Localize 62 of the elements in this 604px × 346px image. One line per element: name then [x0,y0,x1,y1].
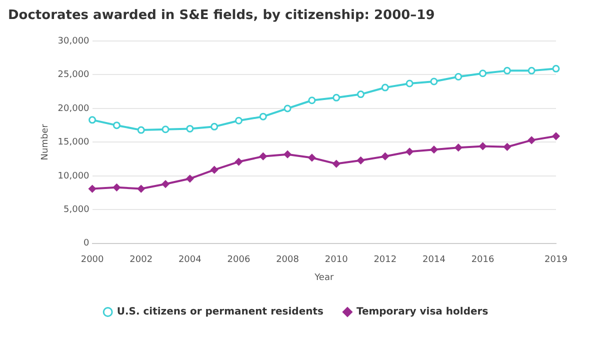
point [186,124,194,132]
point [406,80,414,88]
point [234,158,242,166]
x-tick-label: 2006 [227,255,250,266]
point [357,156,365,164]
x-tick-label: 2012 [374,255,397,266]
point [528,66,536,74]
y-tick-label: 30,000 [58,36,90,46]
point [308,154,316,162]
x-tick-label: 2016 [471,255,495,266]
point [332,94,340,102]
point [112,122,120,130]
point [430,146,438,154]
point [88,185,96,192]
point [284,150,292,158]
point [308,96,316,104]
point [259,112,267,120]
x-tick-label: 2019 [544,255,568,266]
x-tick-label: 2002 [130,255,153,266]
point [259,152,267,160]
y-axis-title: Number [40,124,51,160]
point [137,126,145,134]
x-axis-title: Year [314,272,334,283]
point [210,122,218,130]
legend-label: U.S. citizens or permanent residents [116,306,324,318]
point [357,90,365,98]
point [234,116,242,124]
point [210,166,218,174]
chart-title: Doctorates awarded in S&E fields, by citizenship: 2000–19 [8,8,436,25]
point [186,174,194,182]
point [381,152,389,160]
point [503,143,511,151]
point [406,148,414,156]
y-tick-label: 15,000 [58,138,90,148]
x-tick-label: 2008 [276,255,300,266]
x-tick-label: 2014 [422,255,446,266]
y-tick-label: 5,000 [64,205,90,216]
x-tick-label: 2010 [324,255,348,266]
point [454,144,462,152]
point [88,116,96,124]
y-tick-label: 20,000 [58,104,90,114]
point [430,78,438,86]
point [381,84,389,92]
point [552,132,560,140]
point [332,160,340,168]
point [454,73,462,81]
point [503,66,511,74]
y-tick-label: 25,000 [58,70,90,80]
y-tick-label: 0 [84,238,90,249]
point [552,64,560,72]
point [112,184,120,192]
point [284,104,292,112]
point [479,142,487,150]
point [162,180,170,188]
point [528,136,536,144]
y-tick-label: 10,000 [58,171,90,182]
point [479,70,487,78]
point [162,126,170,134]
legend-label: Temporary visa holders [356,306,488,318]
point [137,185,145,192]
x-tick-label: 2000 [80,255,104,266]
x-tick-label: 2004 [178,255,202,266]
